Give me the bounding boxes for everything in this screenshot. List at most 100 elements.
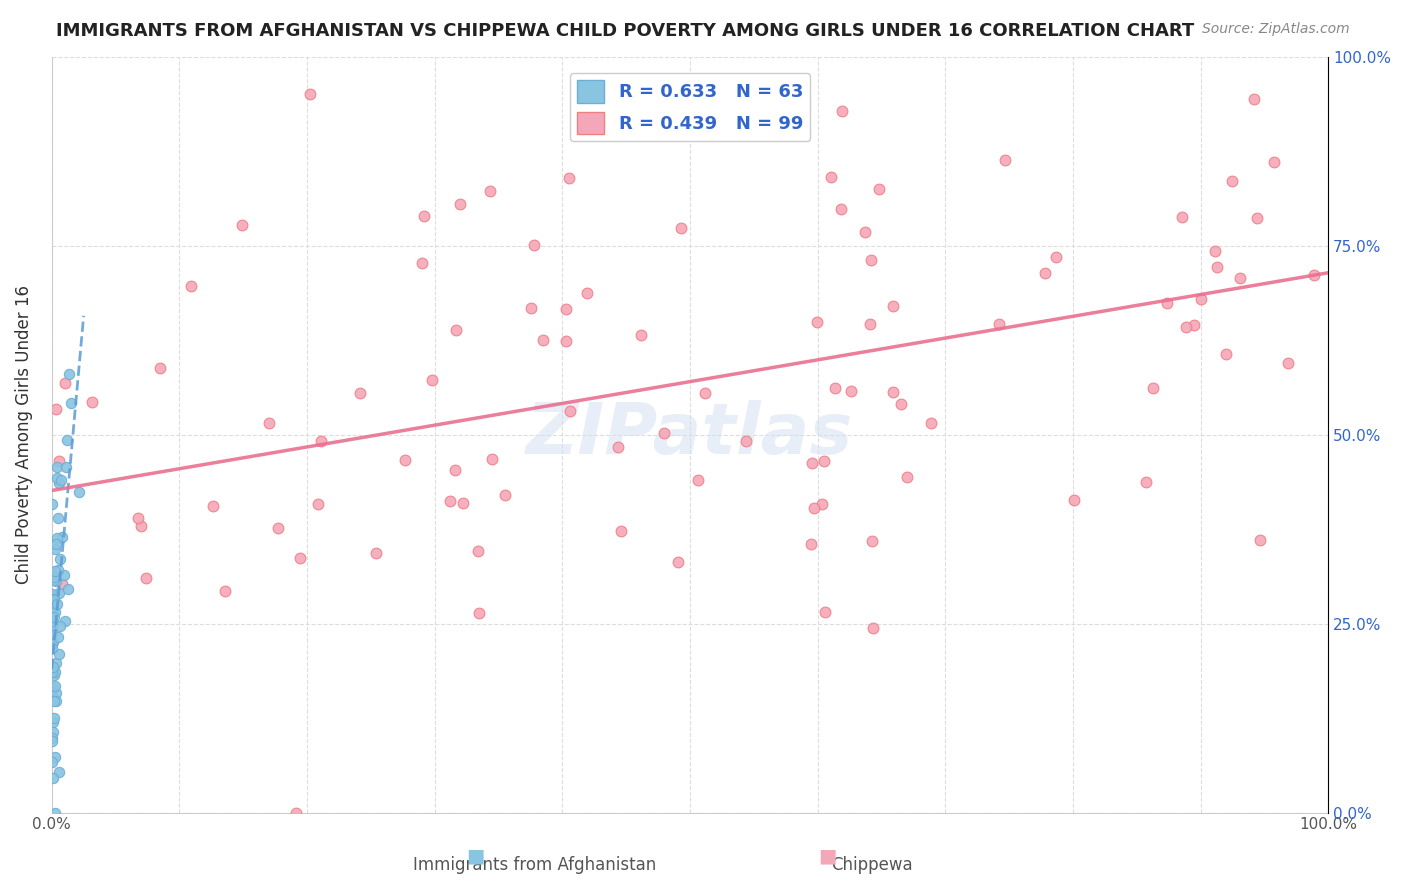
Point [994, 153, 1017, 168]
Point [44, 805, 66, 820]
Point [41, 497, 63, 511]
Point [394, 453, 416, 467]
Point [80, 395, 103, 409]
Point [1189, 292, 1212, 306]
Point [42, 574, 65, 588]
Point [882, 299, 904, 313]
Point [44, 541, 66, 556]
Point [1035, 266, 1057, 280]
Point [1243, 92, 1265, 106]
Point [533, 333, 555, 347]
Point [49, 618, 72, 632]
Point [806, 315, 828, 329]
Point [494, 488, 516, 502]
Point [820, 170, 842, 185]
Point [1220, 174, 1243, 188]
Text: IMMIGRANTS FROM AFGHANISTAN VS CHIPPEWA CHILD POVERTY AMONG GIRLS UNDER 16 CORRE: IMMIGRANTS FROM AFGHANISTAN VS CHIPPEWA … [56, 22, 1195, 40]
Point [841, 384, 863, 398]
Point [46, 630, 69, 644]
Point [467, 543, 489, 558]
Point [1045, 250, 1067, 264]
Point [444, 323, 467, 337]
Point [56, 582, 79, 596]
Point [45, 459, 67, 474]
Point [56, 433, 79, 447]
Text: Source: ZipAtlas.com: Source: ZipAtlas.com [1202, 22, 1350, 37]
Point [41, 684, 63, 698]
Point [853, 225, 876, 239]
Point [129, 518, 152, 533]
Point [41, 626, 63, 640]
Point [267, 521, 290, 535]
Point [813, 454, 835, 468]
Point [481, 451, 503, 466]
Point [803, 500, 825, 515]
Point [1182, 318, 1205, 332]
Point [575, 286, 598, 301]
Point [44, 665, 66, 679]
Point [49, 473, 72, 487]
Point [44, 570, 66, 584]
Point [51, 530, 73, 544]
Point [41, 614, 63, 628]
Point [42, 610, 65, 624]
Point [52, 568, 75, 582]
Point [412, 209, 434, 223]
Point [449, 197, 471, 211]
Point [801, 456, 824, 470]
Point [44, 592, 66, 607]
Point [44, 694, 66, 708]
Point [1170, 211, 1192, 225]
Point [688, 473, 710, 487]
Point [60, 396, 83, 410]
Point [55, 459, 77, 474]
Point [53, 615, 76, 629]
Point [44, 686, 66, 700]
Y-axis label: Child Poverty Among Girls Under 16: Child Poverty Among Girls Under 16 [15, 285, 32, 584]
Point [307, 496, 329, 510]
Point [1205, 260, 1227, 275]
Text: Immigrants from Afghanistan: Immigrants from Afghanistan [412, 856, 657, 874]
Point [1215, 347, 1237, 361]
Point [48, 563, 70, 577]
Point [44, 679, 66, 693]
Point [48, 511, 70, 525]
Point [45, 537, 67, 551]
Point [285, 805, 308, 820]
Point [41, 715, 63, 730]
Text: ■: ■ [818, 847, 837, 865]
Point [41, 601, 63, 615]
Point [411, 256, 433, 270]
Point [42, 771, 65, 785]
Point [58, 367, 80, 381]
Point [42, 711, 65, 725]
Point [41, 634, 63, 648]
Point [1229, 271, 1251, 285]
Point [48, 585, 70, 599]
Point [558, 170, 581, 185]
Point [42, 618, 65, 632]
Point [520, 301, 543, 316]
Point [48, 647, 70, 661]
Point [364, 546, 387, 560]
Point [41, 587, 63, 601]
Point [468, 607, 491, 621]
Point [654, 425, 676, 440]
Point [422, 373, 444, 387]
Point [988, 318, 1011, 332]
Point [42, 660, 65, 674]
Point [1249, 533, 1271, 548]
Point [42, 667, 65, 681]
Point [298, 87, 321, 102]
Point [45, 531, 67, 545]
Point [862, 621, 884, 635]
Point [1246, 211, 1268, 225]
Point [231, 218, 253, 232]
Point [1204, 244, 1226, 258]
Point [180, 278, 202, 293]
Point [44, 694, 66, 708]
Point [824, 381, 846, 395]
Point [1174, 319, 1197, 334]
Point [668, 555, 690, 569]
Point [522, 238, 544, 252]
